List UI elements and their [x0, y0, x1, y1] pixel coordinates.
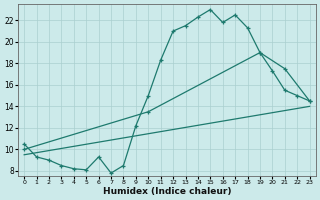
X-axis label: Humidex (Indice chaleur): Humidex (Indice chaleur)	[103, 187, 231, 196]
